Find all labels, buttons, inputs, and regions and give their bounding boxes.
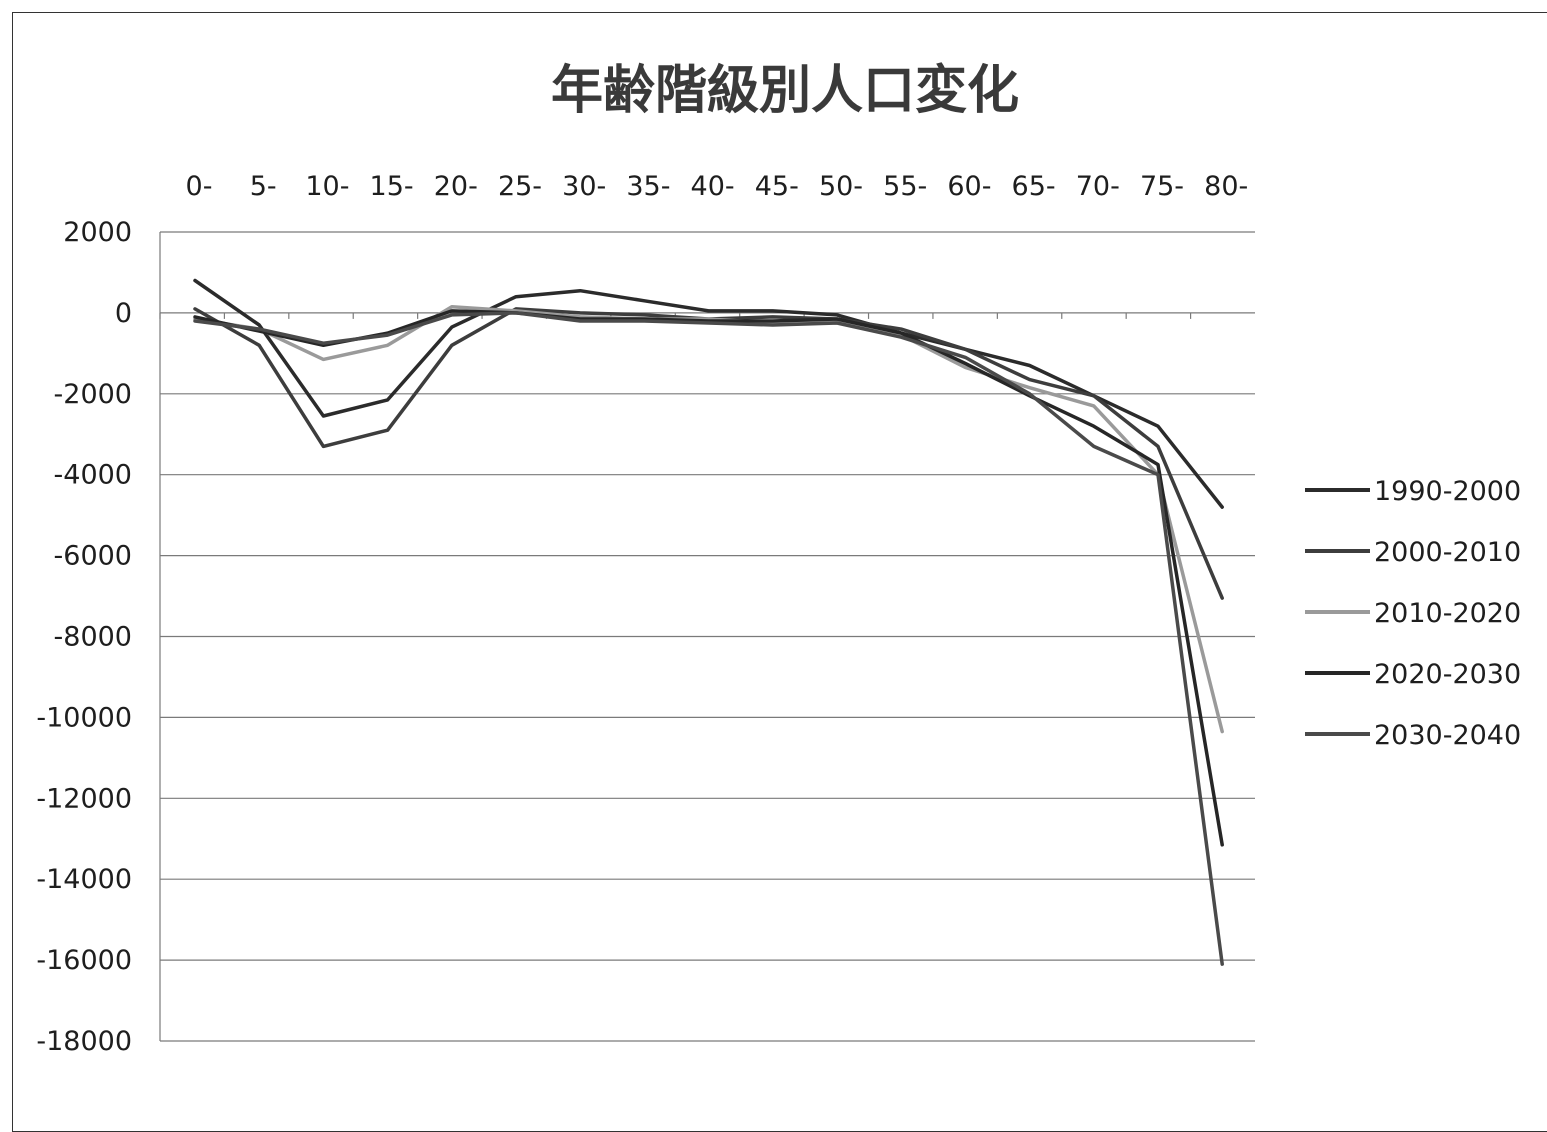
x-tick-label: 30- [562, 171, 606, 202]
legend: 1990-2000 2000-2010 2010-2020 2020-2030 2030… [1305, 476, 1521, 751]
legend-label: 2030-2040 [1374, 720, 1521, 751]
x-tick-label: 20- [434, 171, 478, 202]
x-tick-label: 5- [250, 171, 277, 202]
x-tick-label: 75- [1140, 171, 1184, 202]
legend-label: 2020-2030 [1374, 659, 1521, 690]
series-lines [193, 278, 1224, 966]
x-tick-label: 40- [691, 171, 735, 202]
x-tick-label: 10- [305, 171, 349, 202]
y-tick-label: -10000 [36, 702, 132, 733]
y-tick-label: -14000 [36, 864, 132, 895]
x-tick-label: 65- [1012, 171, 1056, 202]
y-tick-label: -6000 [54, 541, 132, 572]
x-tick-label: 55- [883, 171, 927, 202]
x-tick-label: 25- [498, 171, 542, 202]
y-tick-label: 2000 [63, 217, 132, 248]
y-tick-label: 0 [115, 298, 132, 329]
series-line-1990-2000 [193, 278, 1224, 509]
y-tick-label: -2000 [54, 379, 132, 410]
y-axis-tick-labels: 2000 0 -2000 -4000 -6000 -8000 -10000 -12000 -14… [36, 217, 132, 1057]
chart-title: 年齢階級別人口変化 [551, 61, 1019, 121]
y-tick-label: -12000 [36, 783, 132, 814]
legend-label: 2010-2020 [1374, 598, 1521, 629]
x-tick-label: 35- [626, 171, 670, 202]
x-tick-label: 15- [370, 171, 414, 202]
y-tick-label: -8000 [54, 622, 132, 653]
y-tick-label: -16000 [36, 945, 132, 976]
x-tick-label: 45- [755, 171, 799, 202]
series-line-2010-2020 [193, 305, 1224, 734]
y-tick-label: -18000 [36, 1026, 132, 1057]
x-tick-label: 80- [1204, 171, 1248, 202]
x-tick-label: 0- [186, 171, 213, 202]
x-tick-label: 50- [819, 171, 863, 202]
x-axis-tick-labels: 0- 5- 10- 15- 20- 25- 30- 35- 40- 45- 50- 55- 60- 65-… [186, 171, 1249, 202]
gridlines [159, 231, 1255, 1042]
y-tick-label: -4000 [54, 460, 132, 491]
x-tick-label: 70- [1076, 171, 1120, 202]
legend-label: 2000-2010 [1374, 537, 1521, 568]
x-tick-label: 60- [947, 171, 991, 202]
legend-label: 1990-2000 [1374, 476, 1521, 507]
chart-svg: 年齢階級別人口変化 0- 5- 10- 15- 20- 25- 30- 35- 40- 45- 50… [36, 61, 1521, 1057]
series-line-2030-2040 [193, 311, 1224, 966]
